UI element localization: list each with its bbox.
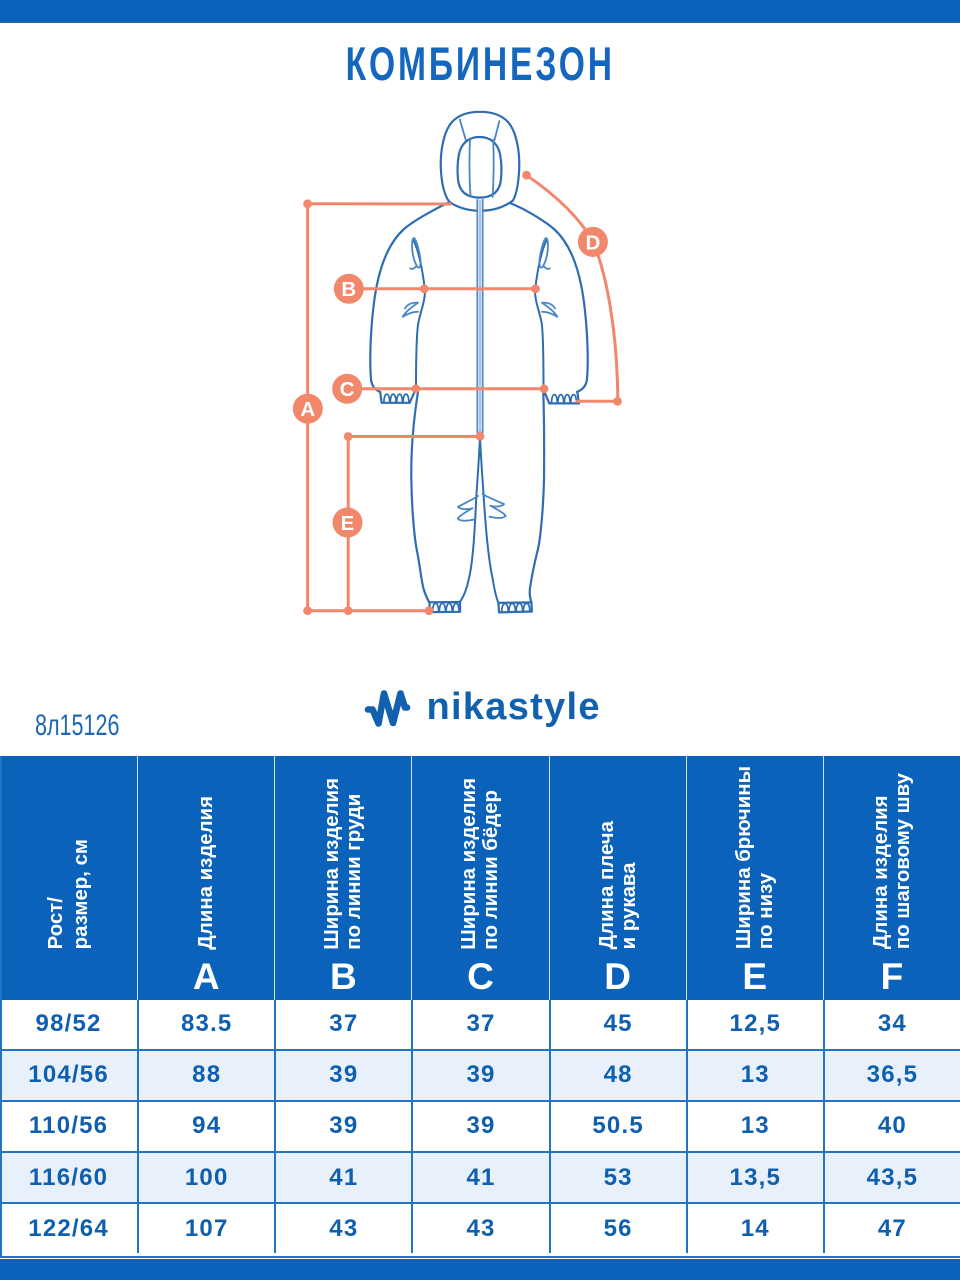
svg-text:E: E [341, 512, 355, 535]
svg-text:nikastyle: nikastyle [427, 686, 601, 728]
svg-text:C: C [340, 378, 355, 401]
svg-text:B: B [341, 278, 356, 301]
svg-text:D: D [585, 231, 600, 254]
svg-text:A: A [300, 398, 315, 421]
